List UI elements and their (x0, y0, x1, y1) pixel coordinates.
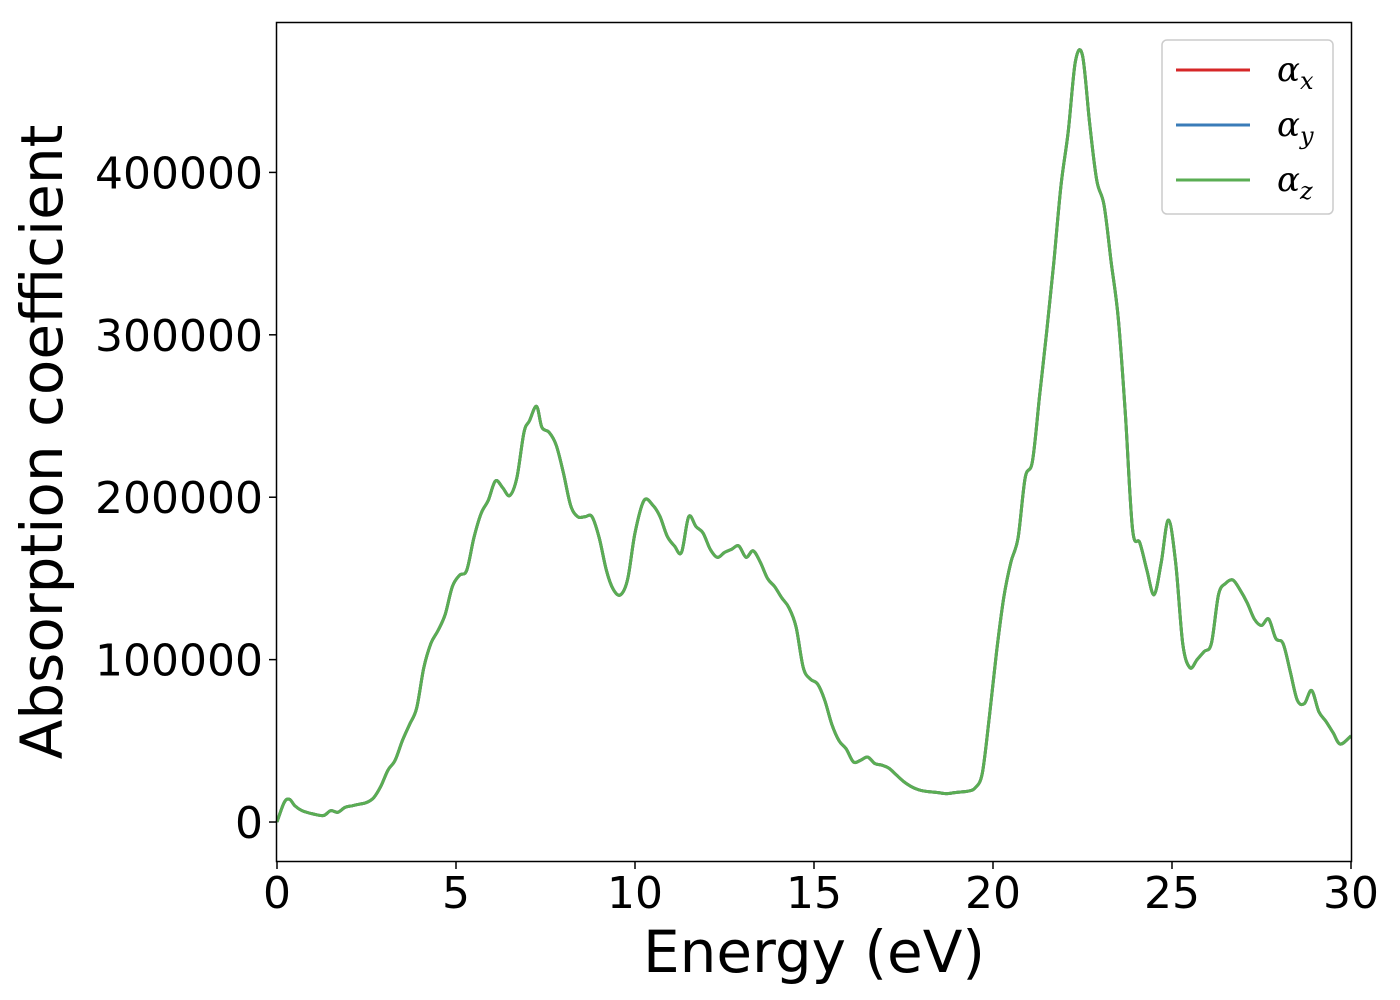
legend-label-alpha-z: αz (1277, 160, 1313, 205)
series-layer (275, 48, 1353, 823)
x-tick-label: 15 (786, 868, 842, 919)
y-axis-ticks: 0 100000 200000 300000 400000 (95, 148, 277, 849)
y-axis-label: Absorption coefficient (8, 125, 76, 760)
y-tick-label: 100000 (95, 636, 263, 687)
x-tick-label: 20 (965, 868, 1021, 919)
x-tick-label: 30 (1323, 868, 1379, 919)
legend-label-alpha-x: αx (1277, 50, 1314, 95)
y-tick-label: 400000 (95, 148, 263, 199)
legend: αx αy αz (1161, 39, 1334, 215)
series-line-alpha-z (275, 48, 1353, 823)
x-tick-label: 25 (1144, 868, 1200, 919)
x-tick-label: 0 (263, 868, 291, 919)
y-tick-label: 0 (235, 798, 263, 849)
x-tick-label: 5 (442, 868, 470, 919)
legend-box (1161, 39, 1334, 215)
x-axis-label: Energy (eV) (643, 918, 985, 986)
legend-items: αx αy αz (1176, 50, 1314, 205)
legend-label-alpha-y: αy (1277, 105, 1314, 150)
y-tick-label: 200000 (95, 473, 263, 524)
x-axis-ticks: 0 5 10 15 20 25 30 (263, 861, 1379, 919)
y-tick-label: 300000 (95, 311, 263, 362)
x-tick-label: 10 (607, 868, 663, 919)
